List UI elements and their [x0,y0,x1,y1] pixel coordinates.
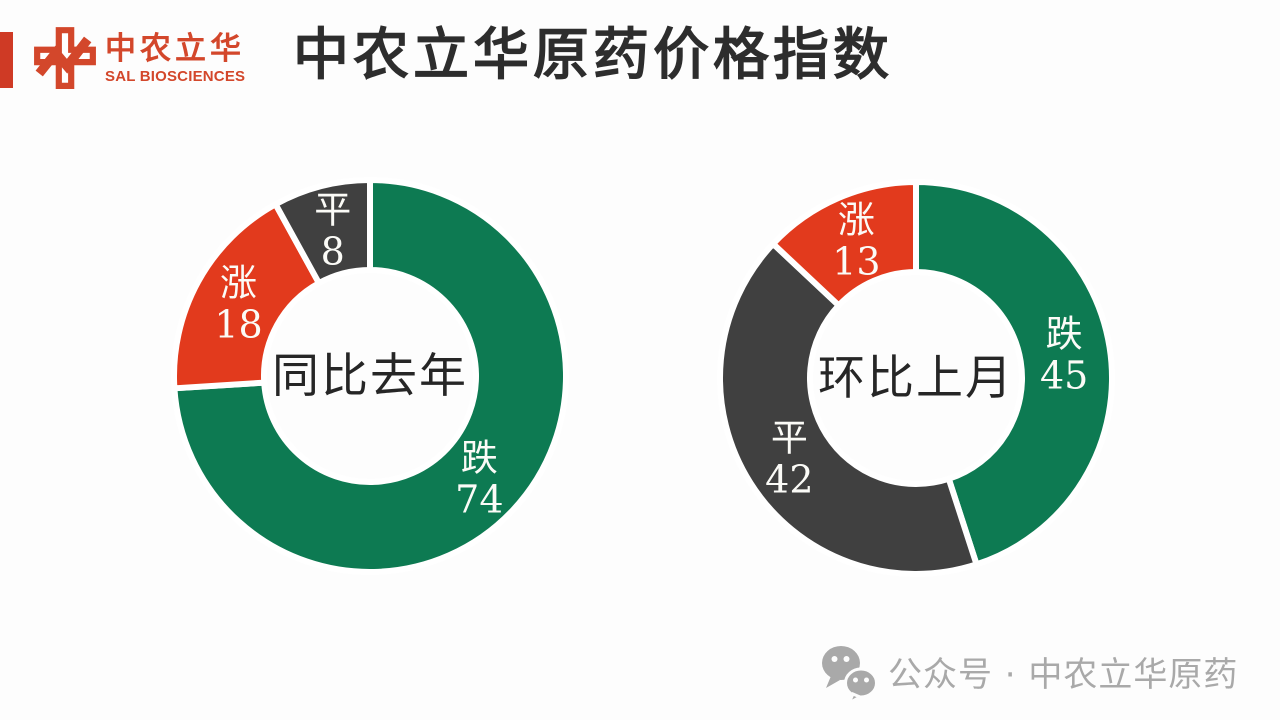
logo-cn-text: 中农立华 [105,30,245,67]
slice-value: 8 [321,230,345,274]
donut-slice-平 [272,177,373,287]
donut-center-label: 同比去年 [272,349,468,404]
page-title: 中农立华原药价格指数 [293,22,893,88]
company-logo: 中农立华 SAL BIOSCIENCES [32,24,245,92]
slice-label: 跌 [461,437,498,480]
logo-cross-icon [34,27,96,89]
donut-slice-跌 [171,177,569,575]
donut-svg: 跌74 涨18 平8 同比去年 [171,177,569,575]
wechat-icon [822,646,878,700]
slice-label: 平 [314,189,351,232]
slice-label: 平 [771,416,808,459]
donut-chart-month-over-month: 跌 45 平 42 涨 13 环比上月 [716,178,1116,578]
slice-label: 涨 [838,198,875,241]
slice-value: 18 [214,303,262,347]
watermark: 公众号 · 中农立华原药 [818,640,1238,702]
watermark-text: 公众号 · 中农立华原药 [888,654,1239,695]
donut-slice-跌 [913,179,1115,568]
donut-svg: 跌45 平42 涨13 环比上月 [717,179,1115,577]
donut-center-label: 环比上月 [818,351,1014,406]
donut-chart-year-over-year: 跌 74 涨 18 平 8 同比去年 [170,176,570,576]
accent-bar [0,32,13,88]
slice-value: 42 [765,457,813,501]
donut-slice-涨 [770,179,919,309]
slice-label: 跌 [1046,313,1083,356]
slice-label: 涨 [220,262,257,305]
slice-value: 74 [455,478,503,522]
donut-slice-涨 [171,201,322,392]
slice-value: 45 [1040,354,1088,398]
logo-en-text: SAL BIOSCIENCES [105,67,246,85]
donut-slice-平 [717,240,980,577]
slice-value: 13 [832,239,880,283]
